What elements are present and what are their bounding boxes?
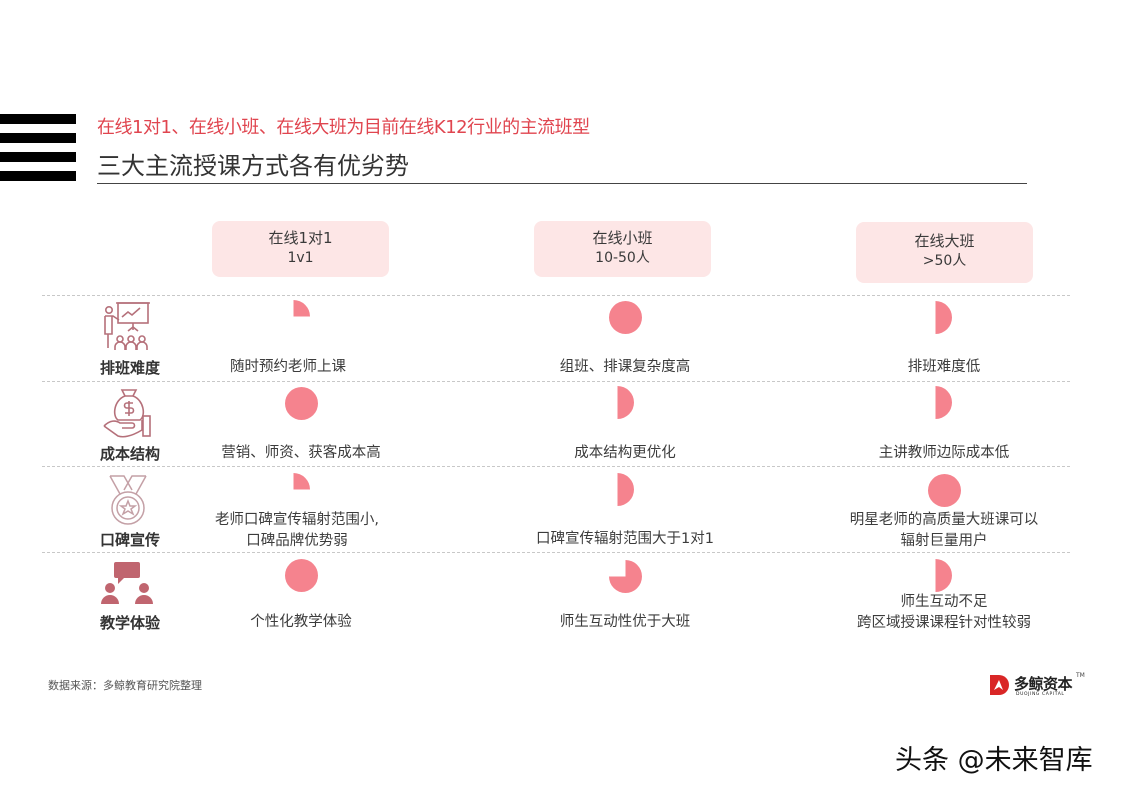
cell-text: 成本结构更优化 (574, 445, 676, 461)
watermark: 头条 @未来智库 (895, 745, 1093, 776)
cell-text: 主讲教师边际成本低 (878, 445, 1010, 461)
row-divider (42, 295, 1070, 296)
logo-name: 多鲸资本 (1014, 675, 1073, 693)
logo-mark-icon (990, 675, 1009, 695)
title-divider (97, 183, 1027, 184)
cell-text: 排班难度低 (907, 359, 981, 375)
column-size: >50人 (922, 253, 967, 269)
harvey-ball-full (609, 301, 642, 334)
row-label-teaching-experience: 教学体验 (99, 614, 160, 632)
cell-text: 师生互动性优于大班 (559, 614, 691, 630)
row-label-cost: 成本结构 (99, 445, 160, 463)
column-name: 在线1对1 (268, 229, 333, 247)
two-people-chat-icon (101, 562, 153, 604)
column-header-large-class: 在线大班 >50人 (856, 222, 1033, 283)
harvey-ball-half (617, 386, 634, 419)
harvey-ball-full (285, 559, 318, 592)
row-divider (42, 381, 1070, 382)
cell-text: 师生互动不足 跨区域授课课程针对性较弱 (857, 594, 1031, 631)
data-source-note: 数据来源：多鲸教育研究院整理 (48, 679, 202, 692)
harvey-ball-full (928, 474, 961, 507)
cell-text: 口碑宣传辐射范围大于1对1 (536, 531, 714, 547)
harvey-ball-half (935, 301, 952, 334)
company-logo: 多鲸资本 DUOJING CAPITAL TM (988, 672, 1088, 700)
harvey-ball-half (935, 559, 952, 592)
harvey-ball-half (617, 473, 634, 506)
harvey-ball-quarter (293, 473, 310, 490)
cell-text: 个性化教学体验 (250, 614, 352, 630)
column-header-small-class: 在线小班 10-50人 (534, 221, 711, 277)
column-name: 在线大班 (914, 232, 975, 250)
harvey-ball-half (935, 386, 952, 419)
column-size: 10-50人 (595, 250, 650, 266)
row-divider (42, 466, 1070, 467)
harvey-ball-quarter (293, 300, 310, 317)
column-name: 在线小班 (592, 229, 653, 247)
cell-text: 营销、师资、获客成本高 (221, 445, 381, 461)
column-header-1v1: 在线1对1 1v1 (212, 221, 389, 277)
trademark-mark: TM (1076, 672, 1085, 679)
row-label-scheduling: 排班难度 (99, 359, 160, 377)
cell-text: 老师口碑宣传辐射范围小, 口碑品牌优势弱 (214, 512, 380, 549)
page-subtitle: 在线1对1、在线小班、在线大班为目前在线K12行业的主流班型 (97, 117, 590, 138)
harvey-ball-full (285, 387, 318, 420)
row-divider (42, 552, 1070, 553)
harvey-ball-three-quarter (609, 560, 642, 593)
row-label-word-of-mouth: 口碑宣传 (99, 531, 160, 549)
column-size: 1v1 (287, 250, 314, 266)
decorative-bars (0, 114, 76, 190)
cell-text: 随时预约老师上课 (230, 359, 346, 375)
cell-text: 组班、排课复杂度高 (559, 359, 691, 375)
presentation-teacher-icon (104, 302, 150, 350)
money-bag-hand-icon (103, 389, 151, 438)
medal-icon (109, 475, 147, 525)
cell-text: 明星老师的高质量大班课可以 辐射巨量用户 (849, 512, 1039, 549)
logo-english-name: DUOJING CAPITAL (1016, 692, 1065, 697)
page-title: 三大主流授课方式各有优劣势 (97, 152, 409, 180)
